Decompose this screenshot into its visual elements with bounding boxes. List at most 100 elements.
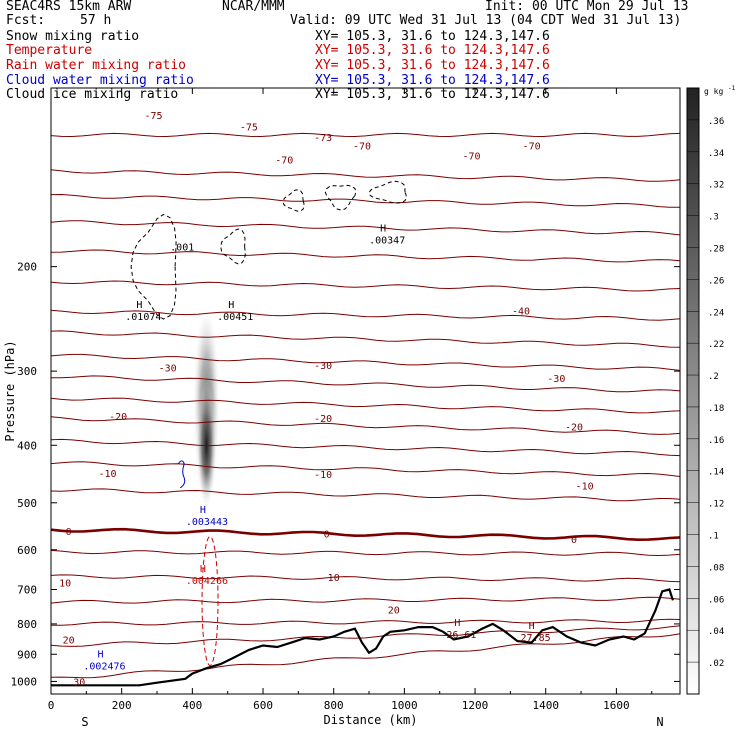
cloud-water-contour [177,460,186,489]
colorbar: .02 .04 .06 .08 .1 .12 .14 .16 .18 .2 .22 .24 .26 .28… [686,85,736,695]
terrain-line [51,588,674,687]
y-tick-label: 500 [17,497,37,510]
colorbar-label: .18 [708,404,724,414]
contour-label: 30 [73,677,85,688]
extremum-value: .002476 [83,661,125,672]
model-title: SEAC4RS 15km ARW [6,0,132,14]
legend-temperature: Temperature [6,43,93,58]
center-name: NCAR/MMM [222,0,285,14]
contour-label: -70 [523,142,541,153]
x-tick-label: 1600 [603,699,630,712]
extremum-marker: H [136,300,142,311]
snow-contour [130,213,177,320]
contour-label: -20 [314,414,332,425]
x-tick-label: 400 [182,699,202,712]
snow-contour [220,228,246,265]
contour-label: -10 [576,482,594,493]
contour-label: -20 [109,412,127,423]
isotherm-line [50,309,681,321]
contour-label: 10 [328,573,340,584]
isotherm-line [50,633,681,679]
contour-label: -75 [144,111,162,122]
extremum-value: .00347 [369,235,405,246]
extremum-value: .003443 [186,517,228,528]
isotherm-line [50,549,681,557]
contour-label: -10 [314,470,332,481]
extremum-marker: H [200,505,206,516]
y-tick-label: 600 [17,544,37,557]
colorbar-label: .32 [708,181,724,191]
init-time: Init: 00 UTC Mon 29 Jul 13 [485,0,689,14]
contour-label: -30 [314,361,332,372]
valid-time: Valid: 09 UTC Wed 31 Jul 13 (04 CDT Wed … [290,13,682,28]
isotherm-line [50,461,681,477]
legend-temperature-xy: XY= 105.3, 31.6 to 124.3,147.6 [315,43,550,58]
contour-label: -73 [314,133,332,144]
y-tick-label: 300 [17,365,37,378]
extremum-value: 26.61 [446,630,476,641]
fcst-value: 57 h [80,13,112,28]
legend-cloud-ice-xy: XY= 105.3, 31.6 to 124.3,147.6 [315,87,550,102]
y-tick-label: 700 [17,584,37,597]
rain-contour [201,536,219,666]
snow-rain-dashed-contours [130,180,408,666]
extremum-marker: H [200,564,206,575]
colorbar-label: .36 [708,117,724,127]
contour-label: 20 [388,606,400,617]
contour-label: 10 [59,578,71,589]
cloud-ice-shading [192,302,221,510]
colorbar-label: .24 [708,308,724,318]
x-tick-label: 200 [112,699,132,712]
plot-border [50,87,681,695]
colorbar-label: .04 [708,627,724,637]
x-tick-label: 800 [324,699,344,712]
extremum-value: 27.85 [521,633,551,644]
isotherm-line [50,249,681,263]
colorbar-label: .12 [708,500,724,510]
extremum-value: .00451 [217,312,253,323]
y-tick-label: 200 [17,261,37,274]
isotherm-line [50,193,681,208]
x-tick-label: 1000 [391,699,418,712]
terrain-surface-line [51,588,674,687]
legend-rain-xy: XY= 105.3, 31.6 to 124.3,147.6 [315,58,550,73]
south-label: S [81,715,88,729]
colorbar-label: .34 [708,149,724,159]
x-tick-label: 1200 [462,699,489,712]
y-tick-label: 900 [17,648,37,661]
contour-label: -40 [512,306,530,317]
axes: 0 200 400 600 800 1000 1200 1400 160020030040050… [3,88,680,729]
isotherm-line [50,169,681,182]
colorbar-gradient [686,87,700,695]
x-axis-title: Distance (km) [324,713,418,727]
y-tick-label: 800 [17,618,37,631]
temperature-isotherms [50,132,681,679]
x-tick-label: 0 [48,699,55,712]
isotherm-line [50,416,681,435]
legend-rain: Rain water mixing ratio [6,58,187,73]
legend-cloud-ice: Cloud ice mixing ratio [6,87,179,102]
extremum-value: .004266 [186,576,228,587]
extremum-marker: H [228,300,234,311]
isotherm-line [50,574,681,583]
isotherm-line [51,618,681,626]
extremum-value: .001 [170,243,194,254]
contour-label: -20 [565,423,583,434]
contour-label: -30 [547,374,565,385]
contour-label: 0 [571,535,577,546]
colorbar-unit: g kg [704,87,723,96]
snow-contour [324,184,357,211]
colorbar-label: .16 [708,436,724,446]
snow-contour [282,189,305,212]
extremum-marker: H [97,649,103,660]
isotherm-line [50,220,681,236]
colorbar-label: .14 [708,468,724,478]
contour-label: -10 [99,469,117,480]
isotherm-line [50,527,681,542]
isotherm-line [50,132,681,138]
colorbar-label: .1 [708,532,719,542]
extremum-marker: H [380,223,386,234]
extremum-value: .01074 [125,312,161,323]
x-tick-label: 1400 [532,699,559,712]
